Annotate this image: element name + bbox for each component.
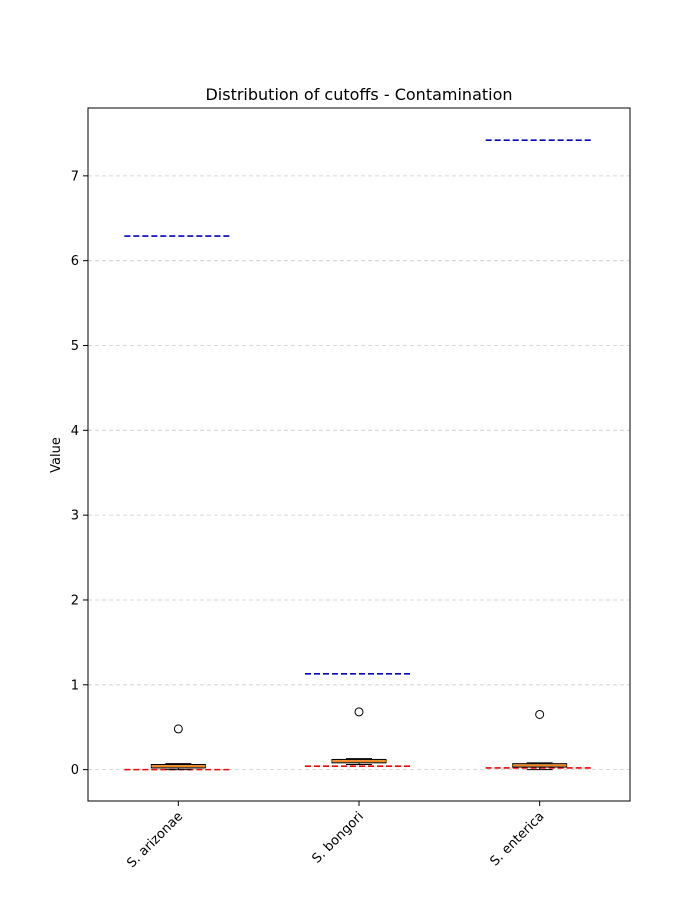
- reference-lines: [124, 139, 594, 771]
- outlier-point: [173, 724, 183, 734]
- box-group: [150, 724, 206, 771]
- y-tick-label: 3: [71, 509, 79, 524]
- y-tick-label: 4: [71, 424, 79, 439]
- outlier-point: [354, 707, 364, 717]
- boxes-layer: [150, 707, 568, 771]
- y-axis-ticks: 0 1 2 3 4 5 6 7: [71, 169, 88, 778]
- y-tick-label: 2: [71, 593, 79, 608]
- outlier-point: [535, 709, 545, 719]
- y-tick-label: 5: [71, 339, 79, 354]
- y-tick-label: 7: [71, 169, 79, 184]
- x-tick-label: S. arizonae: [124, 809, 186, 871]
- y-axis-label: Value: [49, 437, 64, 473]
- x-axis-ticks: S. arizonae S. bongori S. enterica: [124, 801, 547, 871]
- plot-frame: [87, 107, 631, 802]
- box-group: [512, 709, 568, 771]
- y-tick-label: 0: [71, 763, 79, 778]
- box-group: [331, 707, 387, 766]
- y-tick-label: 6: [71, 254, 79, 269]
- x-tick-label: S. bongori: [309, 809, 366, 866]
- x-tick-label: S. enterica: [487, 809, 547, 869]
- grid-layer: [88, 175, 630, 771]
- chart-title: Distribution of cutoffs - Contamination: [205, 85, 512, 104]
- y-tick-label: 1: [71, 678, 79, 693]
